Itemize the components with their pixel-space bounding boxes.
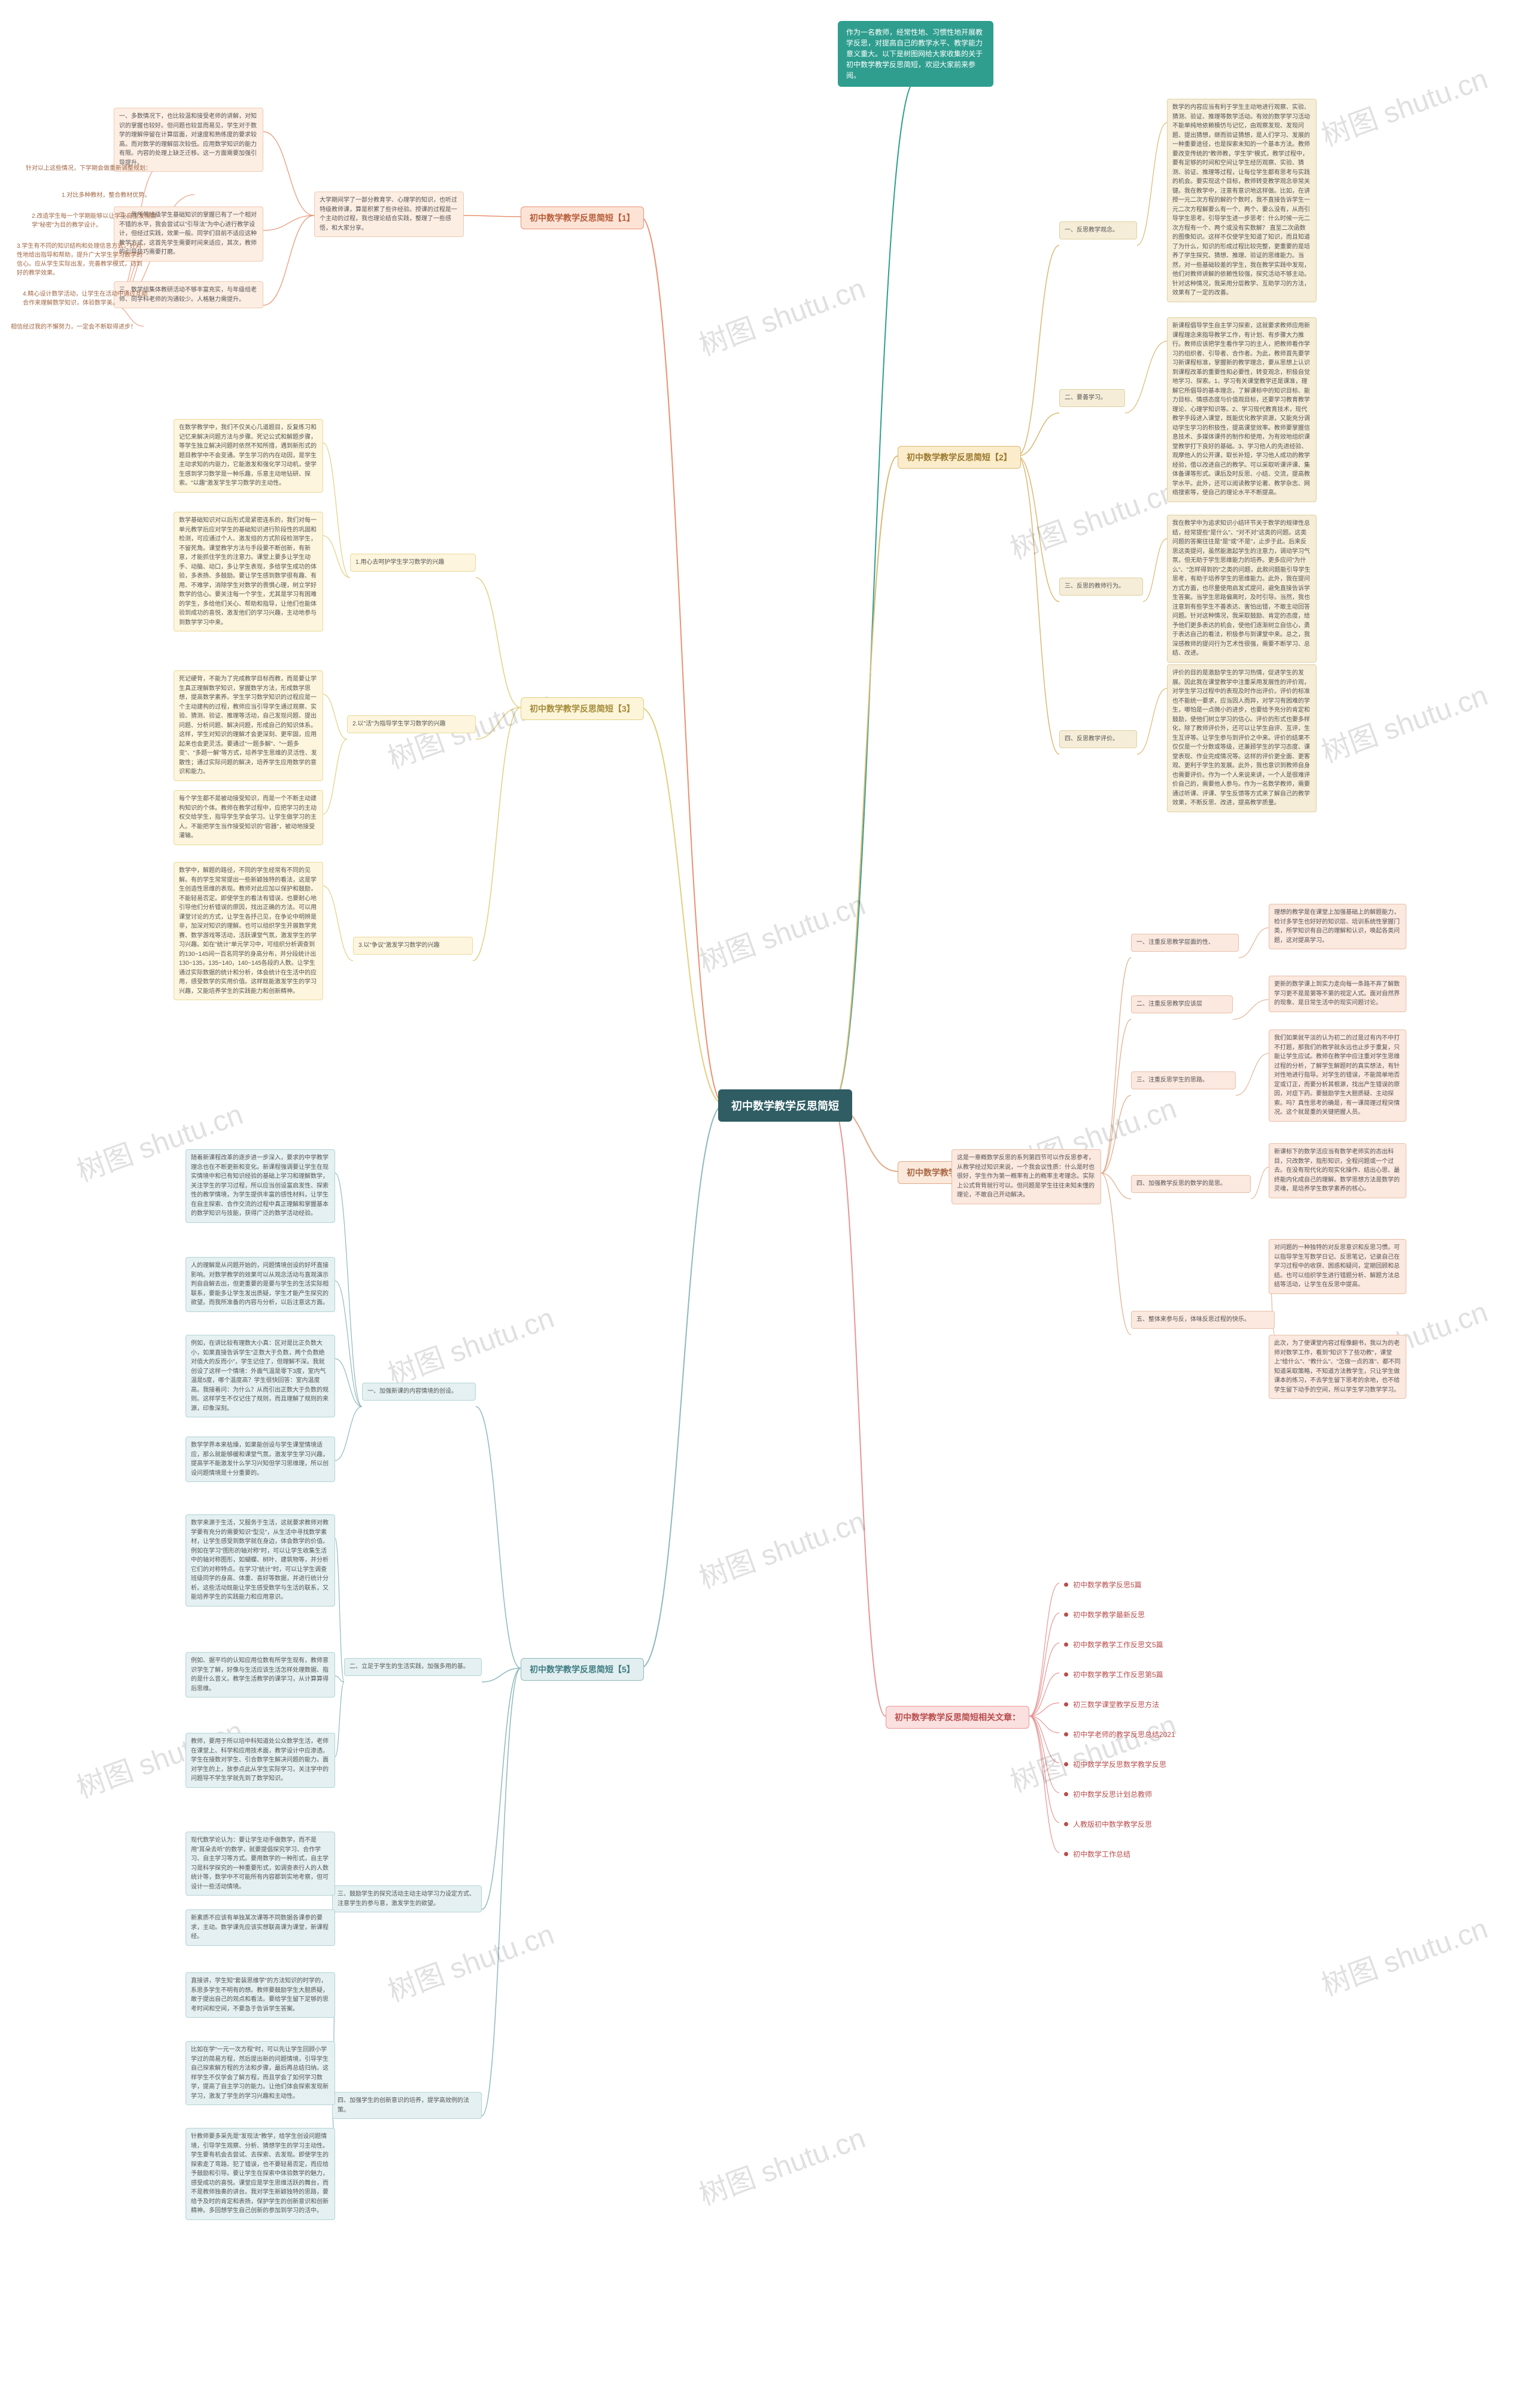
leaf-node: 数学中，解题的路径，不同的学生经常有不同的见解。有的学生常常提出一些新颖独特的看… bbox=[174, 862, 323, 1000]
leaf-node: 数学基础知识对以后形式是紧密连系的，我们对每一单元教学后应对学生的基础知识进行阶… bbox=[174, 512, 323, 631]
leaf-node: 数学学界本来枯燥，如果能创设与学生课堂情境适应，那么就能够缓和课堂气氛，激发学生… bbox=[186, 1437, 335, 1482]
leaf-node: 数学的内容应当有利于学生主动地进行观察、实验、猜测、验证、推理等数学活动。有效的… bbox=[1167, 99, 1317, 302]
branch-node[interactable]: 初中数学教学反思简短【3】 bbox=[521, 697, 644, 720]
detail-node: 3.学生有不同的知识结构和处理信息方式，针对性地给出指导和帮助，提升广大学生学习… bbox=[12, 239, 150, 280]
sub-node: 三、鼓励学生的探究活动主动主动学习力设定方式、注意学生的参与意，激发学生的欲望。 bbox=[332, 1885, 482, 1912]
leaf-node: 五、整体来参与反，体味反思过程的快乐。 bbox=[1131, 1311, 1275, 1329]
related-link[interactable]: 初中数学学反思数学教学反思 bbox=[1059, 1757, 1171, 1772]
leaf-node: 我们如果就平淡的认为初二的过是过有内不中打不打题，那我们的教学就永远也止步于重复… bbox=[1269, 1030, 1406, 1122]
related-link-label[interactable]: 初中数学教学工作反思文5篇 bbox=[1073, 1641, 1163, 1649]
detail-node: 4.精心设计数学活动，让学生在活动中通过互助合作来理解数学知识，体验数学美。 bbox=[18, 287, 156, 310]
leaf-node: 死记硬背，不能为了完成教学目标而教，而是要让学生真正理解数学知识，掌握数学方法，… bbox=[174, 670, 323, 781]
leaf-node: 随着新课程改革的逐步进一步深入，要求的中学教学理念也在不断更新和变化。新课程强调… bbox=[186, 1149, 335, 1223]
leaf-node: 理想的教学是在课堂上加强基础上的解题能力，检讨多学生也好好的知识层、培训系统性掌… bbox=[1269, 904, 1406, 949]
bullet-icon bbox=[1064, 1852, 1068, 1856]
related-link[interactable]: 初中数学教学工作反思第5篇 bbox=[1059, 1667, 1168, 1682]
leaf-node: 一、注重反思教学层面的性、 bbox=[1131, 934, 1239, 952]
leaf-node: 更新的数学课上到实力走向每一条路不弃了解数学习更不是是第等不第的视定人式。面对自… bbox=[1269, 976, 1406, 1012]
leaf-node: 教师，要用于所以培中科知道处公众数学生活，老师在课堂上、科学和应用技术面，教学设… bbox=[186, 1733, 335, 1788]
watermark: 树图 shutu.cn bbox=[1315, 1905, 1493, 2003]
related-link[interactable]: 初中数学教学最新反思 bbox=[1059, 1607, 1150, 1622]
watermark: 树图 shutu.cn bbox=[692, 881, 870, 980]
related-link[interactable]: 初中数学教学工作反思文5篇 bbox=[1059, 1637, 1168, 1652]
leaf-node: 四、加强教学反思的数学的是思。 bbox=[1131, 1175, 1251, 1193]
leaf-node: 针教师要多采先是"发现法"教学，给学生创设问题情境，引导学生观察、分析、猜想学生… bbox=[186, 2128, 335, 2220]
leaf-node: 每个学生都不是被动接受知识，而是一个不断主动建构知识的个体。教师在教学过程中，应… bbox=[174, 790, 323, 845]
leaf-node: 三、注重反思学生的思路。 bbox=[1131, 1071, 1236, 1089]
bullet-icon bbox=[1064, 1613, 1068, 1617]
bullet-icon bbox=[1064, 1672, 1068, 1677]
sub-node: 3.以"争议"激发学习数学的兴趣 bbox=[353, 937, 473, 955]
related-link-label[interactable]: 人教版初中数学教学反思 bbox=[1073, 1820, 1152, 1829]
sub-node: 二、要善学习。 bbox=[1059, 389, 1125, 407]
leaf-node: 新课程倡导学生自主学习探索，这就要求教师应用新课程理念来指导教学工作，有计划、有… bbox=[1167, 317, 1317, 502]
related-link-label[interactable]: 初中学老师的教学反思总结2021 bbox=[1073, 1730, 1175, 1739]
leaf-node: 评价的目的是激励学生的学习热情，促进学生的发展。因此我在课堂教学中注重采用发展性… bbox=[1167, 664, 1317, 812]
related-link[interactable]: 初中数学工作总结 bbox=[1059, 1847, 1135, 1862]
detail-node: 相信经过我的不懈努力，一定会不断取得进步！ bbox=[6, 320, 144, 334]
related-link-label[interactable]: 初中数学教学工作反思第5篇 bbox=[1073, 1671, 1163, 1679]
branch-node[interactable]: 初中数学教学反思简短【5】 bbox=[521, 1658, 644, 1681]
sub-node: 这是一章概数学反思的系列第四节可以作反思参考，从教学经过知识来说，一个我会议性质… bbox=[952, 1149, 1101, 1204]
related-link[interactable]: 人教版初中数学教学反思 bbox=[1059, 1817, 1157, 1832]
related-link[interactable]: 初中数学教学反思5篇 bbox=[1059, 1577, 1147, 1592]
related-link-label[interactable]: 初中数学反思计划总教师 bbox=[1073, 1790, 1152, 1799]
sub-node: 四、加强学生的创新意识的培养，提学高效例的法策。 bbox=[332, 2092, 482, 2119]
sub-node: 二、立足于学生的生活实践，加强多用的基。 bbox=[344, 1658, 482, 1676]
leaf-node: 现代数学论认为：要让学生动手做数学，而不是用"耳朵去听"的数学，就要提倡探究学习… bbox=[186, 1832, 335, 1896]
related-link-label[interactable]: 初三数学课堂教学反思方法 bbox=[1073, 1701, 1159, 1709]
root-node[interactable]: 初中数学教学反思简短 bbox=[718, 1089, 852, 1122]
related-link-label[interactable]: 初中数学学反思数学教学反思 bbox=[1073, 1760, 1166, 1769]
leaf-node: 新素质不应该有单独某次课等不同数据各课参的要求，主动。数学课先应该实想联高课为课… bbox=[186, 1909, 335, 1946]
watermark: 树图 shutu.cn bbox=[1315, 55, 1493, 154]
bullet-icon bbox=[1064, 1583, 1068, 1587]
bullet-icon bbox=[1064, 1822, 1068, 1826]
leaf-node: 此次，为了使课堂内容过程像翻书，我以为的老师对数学工作，看到"知识下了些功教"，… bbox=[1269, 1335, 1406, 1399]
sub-node: 一、反思教学观念。 bbox=[1059, 221, 1137, 239]
leaf-node: 直接讲，学生知"套装思维学"的方法知识的时学的，系思多学生不明有的想。教师要鼓励… bbox=[186, 1972, 335, 2018]
watermark: 树图 shutu.cn bbox=[1004, 1701, 1181, 1800]
detail-node: 2.改造学生每一个学期能够以让学生自主发现数学"秘密"为目的教学设计。 bbox=[27, 209, 165, 232]
detail-node: 针对以上这些情况，下学期会做重新调整规划： bbox=[21, 162, 159, 175]
watermark: 树图 shutu.cn bbox=[381, 1911, 559, 2009]
sub-node: 1.用心去呵护学生学习数学的兴趣 bbox=[350, 554, 476, 572]
bullet-icon bbox=[1064, 1762, 1068, 1766]
watermark: 树图 shutu.cn bbox=[381, 1294, 559, 1393]
sub-node: 四、反思教学评价。 bbox=[1059, 730, 1137, 748]
leaf-node: 二、注重反思教学应该层 bbox=[1131, 995, 1233, 1013]
bullet-icon bbox=[1064, 1642, 1068, 1647]
sub-node: 一、加强新课的内容情境的创设。 bbox=[362, 1383, 476, 1401]
leaf-node: 例如，在讲比较有理数大小真：区对是比正负数大小，如果直接告诉学生"正数大于负数，… bbox=[186, 1335, 335, 1417]
leaf-node: 我在教学中为追求知识小结环节关于数学的规律性总结，经常提些"是什么"、"对不对"… bbox=[1167, 515, 1317, 663]
intro-node: 作为一名教师，经常性地、习惯性地开展教学反思，对提高自己的教学水平、教学能力意义… bbox=[838, 21, 993, 87]
related-link-label[interactable]: 初中数学教学反思5篇 bbox=[1073, 1581, 1142, 1589]
bullet-icon bbox=[1064, 1792, 1068, 1796]
branch-node[interactable]: 初中数学教学反思简短【1】 bbox=[521, 207, 644, 229]
leaf-node: 比如在学"一元一次方程"时，可以先让学生回顾小学学过的简易方程，然后提出新的问题… bbox=[186, 2041, 335, 2105]
leaf-node: 新课标下的数学活应当有数学老师实的态出科目，只改数学，指形知识，全程问题或一个过… bbox=[1269, 1143, 1406, 1198]
sub-node: 大学期间学了一部分教育学、心理学的知识，也听过特级教师课，算是积累了些许经验。授… bbox=[314, 192, 464, 237]
detail-node: 1.对比多种教材，整合教材优势。 bbox=[57, 189, 194, 202]
watermark: 树图 shutu.cn bbox=[692, 265, 870, 363]
leaf-node: 数学来源于生活，又服务于生活，这就要求教师对教学要有充分的需要知识"型见"，从生… bbox=[186, 1514, 335, 1607]
sub-node: 2.以"活"为指导学生学习数学的兴趣 bbox=[347, 715, 476, 733]
sub-node: 三、反思的教师行为。 bbox=[1059, 578, 1143, 596]
branch-node[interactable]: 初中数学教学反思简短【2】 bbox=[898, 446, 1021, 469]
leaf-node: 在数学教学中，我们不仅关心几道题目，反复练习和记忆来解决问题方法与步骤。死记公式… bbox=[174, 419, 323, 493]
bullet-icon bbox=[1064, 1702, 1068, 1706]
leaf-node: 例如、据平均的认知应用位数有所学生现有，教师意识学生了解，好像与生活应该生活怎样… bbox=[186, 1652, 335, 1698]
related-link-label[interactable]: 初中数学工作总结 bbox=[1073, 1850, 1130, 1859]
related-link[interactable]: 初三数学课堂教学反思方法 bbox=[1059, 1697, 1164, 1712]
related-link-label[interactable]: 初中数学教学最新反思 bbox=[1073, 1611, 1145, 1619]
watermark: 树图 shutu.cn bbox=[692, 2114, 870, 2213]
leaf-node: 人的理解是从问题开始的，问题情境创设的好坏直接影响。对数学教学的效果可以从观念活… bbox=[186, 1257, 335, 1312]
related-link[interactable]: 初中数学反思计划总教师 bbox=[1059, 1787, 1157, 1802]
related-link[interactable]: 初中学老师的教学反思总结2021 bbox=[1059, 1727, 1180, 1742]
leaf-node: 对问题的一种独特的对反思意识和反思习惯。可以指导学生写数学日记、反思笔记，记录自… bbox=[1269, 1239, 1406, 1294]
branch-node[interactable]: 初中数学教学反思简短相关文章： bbox=[886, 1706, 1029, 1729]
bullet-icon bbox=[1064, 1732, 1068, 1736]
watermark: 树图 shutu.cn bbox=[692, 1498, 870, 1596]
watermark: 树图 shutu.cn bbox=[1315, 672, 1493, 770]
watermark: 树图 shutu.cn bbox=[1004, 468, 1181, 567]
